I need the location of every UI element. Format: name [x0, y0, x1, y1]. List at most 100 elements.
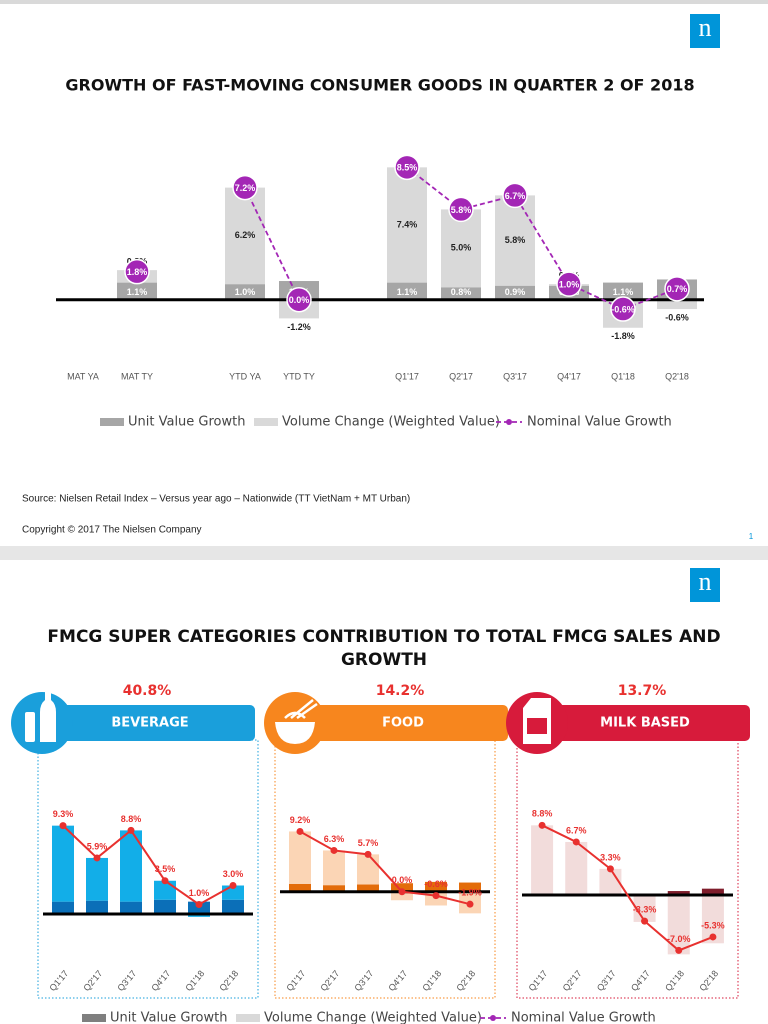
volume-bar — [391, 891, 413, 901]
x-tick-label: Q3'17 — [503, 371, 527, 381]
value-label: 6.2% — [235, 230, 256, 240]
value-label: 9.3% — [53, 809, 74, 819]
icon — [527, 718, 547, 734]
volume-bar — [86, 857, 108, 901]
value-label: 1.1% — [613, 287, 634, 297]
category-header — [32, 705, 255, 741]
category-header — [527, 705, 750, 741]
nominal-line — [62, 824, 234, 906]
unit-bar — [387, 282, 427, 300]
volume-bar — [289, 831, 311, 884]
x-tick-label: Q4'17 — [557, 371, 581, 381]
nominal-point — [448, 196, 474, 223]
legend-label: Nominal Value Growth — [511, 1011, 656, 1024]
nominal-point — [93, 854, 101, 862]
value-label: 6.3% — [324, 834, 345, 844]
nominal-point — [124, 258, 150, 285]
value-label: 5.7% — [358, 838, 379, 848]
value-label: 1.0% — [235, 287, 256, 297]
unit-bar — [154, 899, 176, 914]
logo: n — [699, 567, 712, 596]
volume-bar — [565, 841, 588, 895]
unit-bar — [357, 884, 379, 892]
x-tick-label: Q2'18 — [454, 968, 477, 993]
slide-title: FMCG SUPER CATEGORIES CONTRIBUTION TO TO… — [47, 627, 721, 670]
top-bar — [0, 0, 768, 4]
value-label: 1.0% — [559, 280, 580, 290]
unit-bar — [667, 891, 690, 895]
x-tick-label: Q3'17 — [595, 968, 618, 993]
unit-bar — [391, 883, 413, 892]
unit-bar — [495, 285, 535, 300]
value-label: 0.0% — [289, 295, 310, 305]
value-label: 5.8% — [451, 205, 472, 215]
value-label: -5.3% — [701, 920, 725, 930]
value-label: -3.3% — [633, 905, 657, 915]
volume-bar — [531, 825, 554, 894]
slide-divider — [0, 546, 768, 560]
value-label: 8.8% — [121, 814, 142, 824]
unit-bar — [52, 901, 74, 914]
x-tick-label: Q4'17 — [629, 968, 652, 993]
x-tick-label: Q1'17 — [527, 968, 550, 993]
category-title: BEVERAGE — [111, 716, 188, 731]
x-tick-label: Q1'18 — [611, 371, 635, 381]
value-label: 3.5% — [155, 864, 176, 874]
x-tick-label: Q1'18 — [183, 968, 206, 993]
nominal-point — [709, 933, 717, 941]
unit-bar — [86, 900, 108, 914]
x-tick-label: Q1'17 — [284, 968, 307, 993]
copyright: Copyright © 2017 The Nielsen Company — [22, 525, 202, 536]
x-tick-label: Q2'18 — [217, 968, 240, 993]
x-tick-label: Q2'17 — [449, 371, 473, 381]
legend-label: Volume Change (Weighted Value) — [264, 1011, 482, 1024]
x-tick-label: Q4'17 — [386, 968, 409, 993]
nominal-point — [364, 850, 372, 858]
legend-swatch — [100, 418, 124, 426]
logo-box — [690, 14, 720, 48]
legend-label: Unit Value Growth — [128, 415, 245, 430]
value-label: -0.6% — [424, 879, 448, 889]
nominal-line — [541, 824, 714, 952]
value-label: 0.7% — [667, 284, 688, 294]
x-tick-label: Q4'17 — [149, 968, 172, 993]
volume-bar — [657, 299, 697, 310]
unit-bar — [120, 901, 142, 914]
nominal-point — [127, 826, 135, 834]
unit-bar — [701, 888, 724, 895]
value-label: 1.8% — [127, 267, 148, 277]
category-share: 13.7% — [618, 683, 667, 699]
nominal-point — [195, 901, 203, 908]
volume-bar — [667, 895, 690, 955]
nominal-line — [299, 830, 471, 906]
value-label: 5.0% — [451, 243, 472, 253]
x-tick-label: MAT TY — [121, 371, 153, 381]
value-label: 5.8% — [505, 235, 526, 245]
legend-label: Unit Value Growth — [110, 1011, 227, 1024]
value-label: 9.2% — [290, 815, 311, 825]
unit-bar — [603, 282, 643, 300]
value-label: 7.4% — [397, 219, 418, 229]
volume-bar — [495, 195, 535, 286]
nominal-point — [641, 917, 649, 925]
nominal-point — [286, 286, 312, 313]
value-label: 6.7% — [566, 825, 587, 835]
value-label: 6.7% — [505, 191, 526, 201]
value-label: -1.8% — [611, 331, 635, 341]
value-label: 7.2% — [235, 183, 256, 193]
volume-bar — [387, 167, 427, 283]
value-label: -0.6% — [665, 312, 689, 322]
category-share: 14.2% — [376, 683, 425, 699]
nominal-point — [232, 174, 258, 201]
value-label: 1.1% — [127, 287, 148, 297]
value-label: -1.2% — [287, 322, 311, 332]
x-tick-label: Q2'18 — [697, 968, 720, 993]
volume-bar — [120, 830, 142, 902]
nominal-point — [538, 821, 546, 829]
x-tick-label: Q2'17 — [81, 968, 104, 993]
nominal-point — [394, 154, 420, 181]
x-tick-label: Q2'17 — [318, 968, 341, 993]
volume-bar — [701, 895, 724, 944]
icon — [284, 699, 318, 720]
